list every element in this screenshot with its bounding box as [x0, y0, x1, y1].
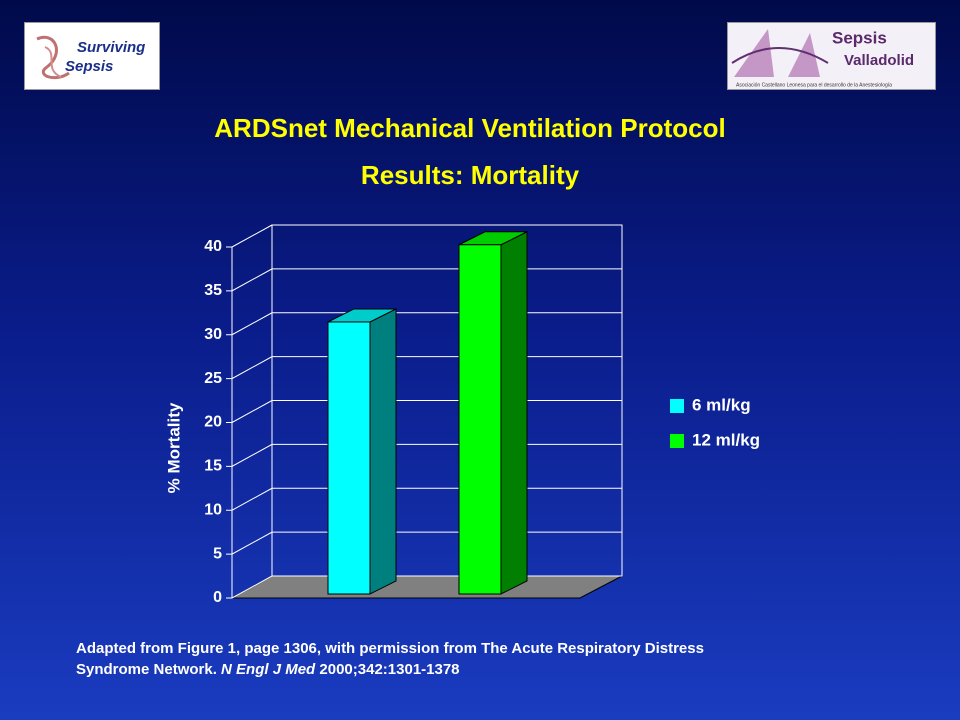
floor [231, 575, 623, 599]
chart-subtitle: Results: Mortality [361, 160, 580, 190]
bar [327, 321, 371, 595]
y-tick-label: 5 [213, 545, 222, 562]
grid-line [231, 268, 273, 292]
legend-label: 12 ml/kg [692, 430, 760, 449]
y-tick-label: 40 [204, 238, 222, 255]
y-tick-label: 0 [213, 589, 222, 606]
logo-swirl [44, 46, 62, 78]
footnote-journal: N Engl J Med [221, 661, 316, 678]
y-tick-label: 25 [204, 370, 222, 387]
legend-swatch [670, 434, 684, 448]
footnote: Adapted from Figure 1, page 1306, with p… [76, 638, 936, 680]
y-tick-label: 35 [204, 282, 222, 299]
grid-line [231, 443, 273, 467]
grid-line [231, 531, 273, 555]
y-axis-label: % Mortality [164, 402, 183, 493]
logo-bridge [788, 33, 820, 77]
y-tick-label: 15 [204, 458, 222, 475]
y-tick-label: 10 [204, 501, 222, 518]
logo-swirl [36, 35, 70, 80]
logo-left: Surviving Sepsis [24, 22, 160, 90]
footnote-text: Adapted from Figure 1, page 1306, with p… [76, 640, 704, 657]
grid-line [231, 356, 273, 380]
logo-text: Surviving [77, 39, 145, 56]
logo-text: Sepsis [832, 28, 887, 47]
legend-label: 6 ml/kg [692, 395, 751, 414]
y-tick-label: 30 [204, 326, 222, 343]
grid-line [231, 575, 273, 599]
logo-left-art: Surviving Sepsis [36, 35, 145, 80]
bar-side-shade [501, 231, 527, 594]
logo-bridge [731, 47, 829, 64]
logo-right-art: Sepsis Valladolid Asociación Castellano … [731, 28, 914, 88]
bar-top-shade [459, 231, 527, 245]
grid-line [231, 400, 273, 423]
logo-right: Sepsis Valladolid Asociación Castellano … [727, 22, 936, 90]
bar [458, 244, 502, 595]
bar-side-shade [370, 308, 396, 594]
legend-swatch [670, 399, 684, 413]
logo-subtext: Asociación Castellano Leonesa para el de… [736, 82, 892, 88]
grid-line [231, 224, 273, 248]
y-tick-label: 20 [204, 414, 222, 431]
grid-line [231, 487, 273, 511]
footnote-text: Syndrome Network. [76, 661, 222, 678]
logo-text: Sepsis [65, 58, 113, 75]
bar-top-shade [328, 308, 396, 322]
chart-title: ARDSnet Mechanical Ventilation Protocol [214, 113, 725, 143]
logo-text: Valladolid [844, 52, 914, 69]
grid-line [231, 312, 273, 336]
chart: ARDSnet Mechanical Ventilation Protocol … [164, 112, 760, 606]
footnote-text: 2000;342:1301-1378 [315, 661, 460, 678]
